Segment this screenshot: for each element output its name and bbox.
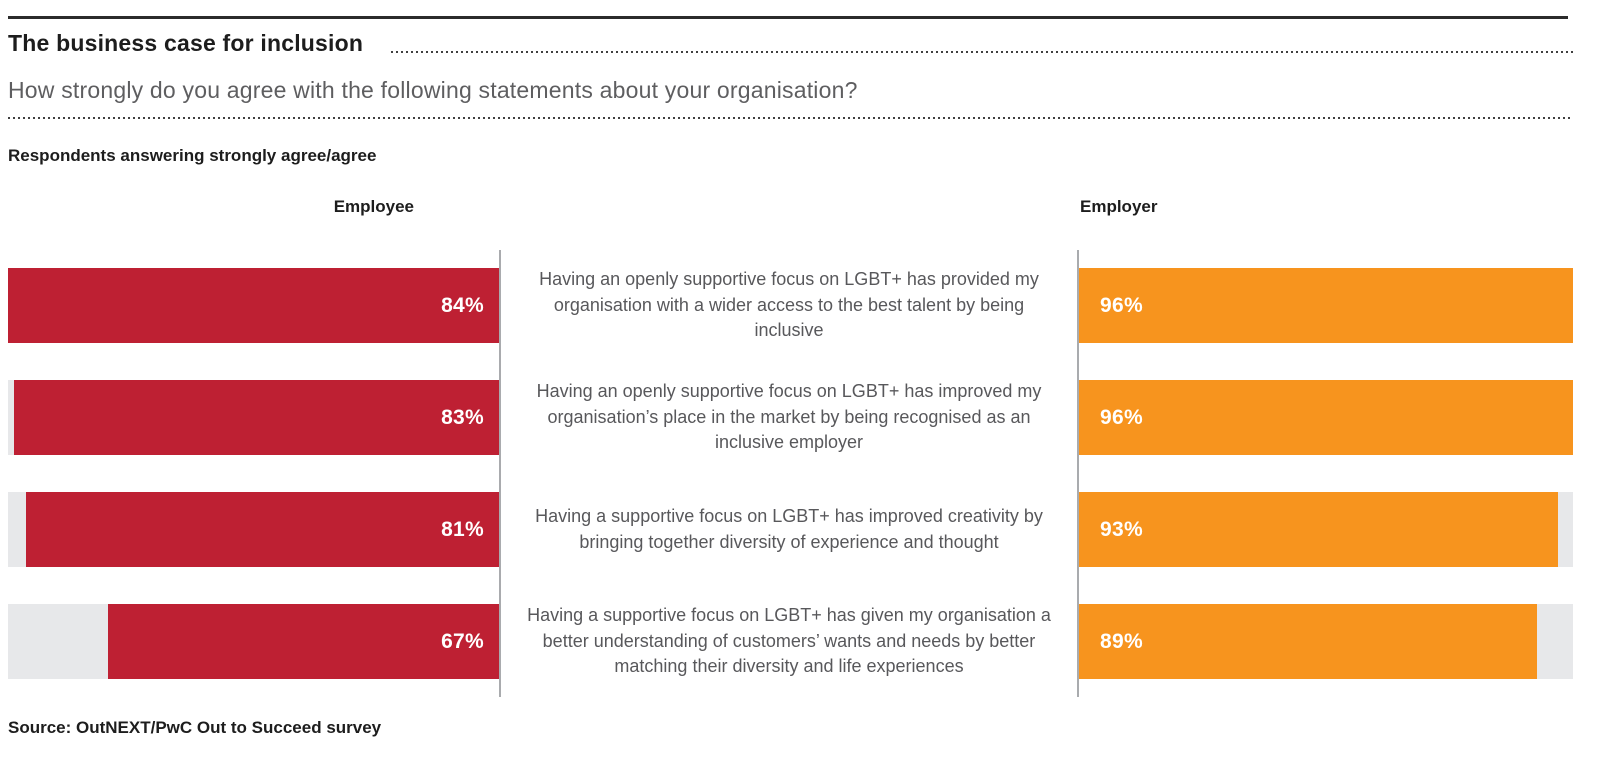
statement-cell: Having a supportive focus on LGBT+ has g… — [500, 604, 1078, 679]
statement-text: Having an openly supportive focus on LGB… — [536, 380, 1042, 453]
employer-bar: 96% — [1078, 380, 1573, 455]
employer-bar: 89% — [1078, 604, 1537, 679]
employee-bar-value: 67% — [441, 629, 484, 653]
chart-rows: 84% Having an openly supportive focus on … — [8, 250, 1573, 697]
employee-bar: 81% — [25, 492, 500, 567]
employee-bar-value: 81% — [441, 517, 484, 541]
employer-bar-value: 96% — [1100, 293, 1143, 317]
employee-bar-track: 84% — [8, 268, 500, 343]
employer-bar-track: 96% — [1078, 268, 1573, 343]
statement-cell: Having a supportive focus on LGBT+ has i… — [500, 492, 1078, 567]
employer-bar: 96% — [1078, 268, 1573, 343]
statement-text: Having a supportive focus on LGBT+ has g… — [527, 604, 1051, 677]
employer-bar-track: 89% — [1078, 604, 1573, 679]
employer-bar-track: 96% — [1078, 380, 1573, 455]
column-headers: Employee Employer — [8, 197, 1573, 217]
page-title: The business case for inclusion — [8, 30, 364, 56]
employee-bar: 67% — [107, 604, 500, 679]
employer-column-header: Employer — [1080, 197, 1158, 216]
left-axis-line — [499, 250, 501, 697]
subtitle-dotted-line — [8, 116, 1573, 119]
content: The business case for inclusion How stro… — [0, 16, 1600, 738]
title-dotted-line — [391, 50, 1573, 53]
statement-cell: Having an openly supportive focus on LGB… — [500, 380, 1078, 455]
chart-row: 83% Having an openly supportive focus on … — [8, 380, 1573, 455]
title-row: The business case for inclusion — [8, 30, 1573, 57]
employee-bar-value: 84% — [441, 293, 484, 317]
column-header-spacer — [500, 197, 1078, 217]
employee-column-header: Employee — [333, 197, 414, 216]
statement-cell: Having an openly supportive focus on LGB… — [500, 268, 1078, 343]
statement-text: Having an openly supportive focus on LGB… — [539, 268, 1039, 341]
employee-bar: 83% — [13, 380, 500, 455]
employee-bar-track: 67% — [8, 604, 500, 679]
statement-text: Having a supportive focus on LGBT+ has i… — [535, 505, 1043, 552]
chart-row: 84% Having an openly supportive focus on … — [8, 268, 1573, 343]
employer-bar-track: 93% — [1078, 492, 1573, 567]
chart-row: 81% Having a supportive focus on LGBT+ ha… — [8, 492, 1573, 567]
employee-bar-track: 81% — [8, 492, 500, 567]
top-rule — [8, 16, 1568, 19]
employer-bar-value: 93% — [1100, 517, 1143, 541]
right-axis-line — [1077, 250, 1079, 697]
employer-bar-value: 96% — [1100, 405, 1143, 429]
page-subtitle: How strongly do you agree with the follo… — [8, 77, 858, 103]
chart-row: 67% Having a supportive focus on LGBT+ ha… — [8, 604, 1573, 679]
employee-bar-value: 83% — [441, 405, 484, 429]
respondents-label: Respondents answering strongly agree/agr… — [8, 146, 377, 165]
employee-bar-track: 83% — [8, 380, 500, 455]
source-note: Source: OutNEXT/PwC Out to Succeed surve… — [8, 718, 382, 737]
employer-bar-value: 89% — [1100, 629, 1143, 653]
employer-bar: 93% — [1078, 492, 1558, 567]
employee-bar: 84% — [8, 268, 500, 343]
